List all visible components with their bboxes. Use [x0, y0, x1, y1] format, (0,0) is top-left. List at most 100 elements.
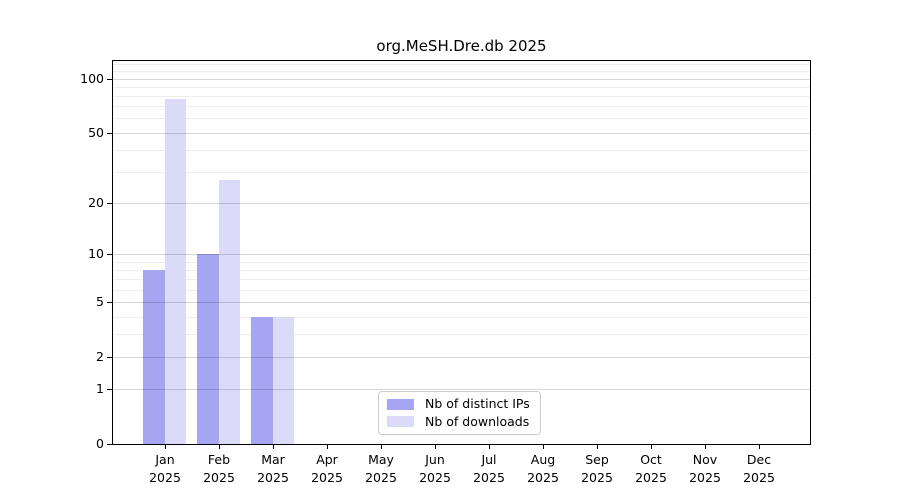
month-label: Sep: [585, 452, 609, 467]
year-label: 2025: [689, 469, 721, 485]
y-tick-100: [107, 79, 112, 80]
x-tick-label-sep: Sep 2025: [567, 451, 627, 486]
year-label: 2025: [149, 469, 181, 485]
month-label: Oct: [640, 452, 662, 467]
x-tick-sep: [597, 445, 598, 449]
y-tick-label-0: 0: [96, 436, 104, 451]
year-label: 2025: [311, 469, 343, 485]
y-tick-label-1: 1: [96, 381, 104, 396]
year-label: 2025: [257, 469, 289, 485]
x-tick-nov: [705, 445, 706, 449]
gridline-major-2: [113, 357, 810, 358]
year-label: 2025: [365, 469, 397, 485]
year-label: 2025: [419, 469, 451, 485]
legend-entry-downloads: Nb of downloads: [387, 413, 532, 429]
month-label: Apr: [316, 452, 338, 467]
x-tick-apr: [327, 445, 328, 449]
x-tick-label-jul: Jul 2025: [459, 451, 519, 486]
gridline-minor-7: [113, 279, 810, 281]
bar-mar-downloads: [272, 316, 294, 444]
y-tick-label-50: 50: [88, 125, 104, 140]
gridline-minor-60: [113, 118, 810, 120]
year-label: 2025: [581, 469, 613, 485]
legend-entry-distinct-ips: Nb of distinct IPs: [387, 397, 532, 411]
y-tick-10: [107, 254, 112, 255]
gridline-major-10: [113, 254, 810, 256]
x-tick-label-may: May 2025: [351, 451, 411, 486]
x-tick-label-jun: Jun 2025: [405, 451, 465, 486]
gridline-minor-8: [113, 270, 810, 271]
y-tick-0: [107, 444, 112, 445]
bar-mar-distinct-ips: [251, 316, 273, 444]
year-label: 2025: [635, 469, 667, 485]
gridline-minor-30: [113, 172, 810, 174]
y-tick-label-10: 10: [88, 246, 104, 261]
gridline-major-50: [113, 132, 810, 134]
y-tick-label-5: 5: [96, 294, 104, 309]
bar-jan-downloads: [164, 99, 186, 444]
year-label: 2025: [203, 469, 235, 485]
month-label: Mar: [261, 452, 285, 467]
x-tick-aug: [543, 445, 544, 449]
bar-feb-downloads: [218, 180, 240, 444]
gridline-major-5: [113, 302, 810, 304]
x-tick-mar: [273, 445, 274, 449]
gridline-minor-70: [113, 106, 810, 108]
x-tick-label-jan: Jan 2025: [135, 451, 195, 486]
plot-area: Nb of distinct IPs Nb of downloads: [112, 60, 811, 445]
x-tick-oct: [651, 445, 652, 449]
legend-label-distinct-ips: Nb of distinct IPs: [425, 396, 530, 412]
year-label: 2025: [473, 469, 505, 485]
x-tick-may: [381, 445, 382, 449]
x-tick-label-apr: Apr 2025: [297, 451, 357, 486]
y-tick-label-100: 100: [80, 71, 104, 86]
month-label: May: [368, 452, 394, 467]
y-tick-1: [107, 389, 112, 390]
x-tick-label-mar: Mar 2025: [243, 451, 303, 486]
y-tick-20: [107, 203, 112, 204]
x-tick-label-oct: Oct 2025: [621, 451, 681, 486]
y-tick-2: [107, 357, 112, 358]
month-label: Jun: [425, 452, 445, 467]
gridline-minor-6: [113, 289, 810, 291]
x-tick-jan: [165, 445, 166, 449]
month-label: Feb: [207, 452, 231, 467]
gridline-minor-120: [113, 64, 810, 66]
legend-swatch-downloads: [387, 416, 414, 428]
legend-label-downloads: Nb of downloads: [425, 413, 530, 429]
x-tick-feb: [219, 445, 220, 449]
chart-title: org.MeSH.Dre.db 2025: [376, 37, 547, 55]
bar-jan-distinct-ips: [143, 270, 165, 444]
x-tick-dec: [759, 445, 760, 449]
gridline-minor-3: [113, 334, 810, 336]
x-tick-jul: [489, 445, 490, 449]
x-tick-label-aug: Aug 2025: [513, 451, 573, 486]
year-label: 2025: [527, 469, 559, 485]
legend: Nb of distinct IPs Nb of downloads: [378, 391, 541, 435]
gridline-minor-80: [113, 96, 810, 97]
gridline-minor-110: [113, 71, 810, 72]
gridline-minor-40: [113, 149, 810, 151]
y-tick-label-20: 20: [88, 195, 104, 210]
gridline-minor-90: [113, 86, 810, 88]
x-tick-label-dec: Dec 2025: [729, 451, 789, 486]
y-tick-5: [107, 302, 112, 303]
year-label: 2025: [743, 469, 775, 485]
gridline-major-100: [113, 78, 810, 80]
y-tick-label-2: 2: [96, 349, 104, 364]
month-label: Dec: [746, 452, 772, 467]
x-tick-label-nov: Nov 2025: [675, 451, 735, 486]
gridline-minor-4: [113, 316, 810, 318]
gridline-major-20: [113, 202, 810, 204]
month-label: Nov: [692, 452, 718, 467]
gridline-major-1: [113, 389, 810, 391]
x-tick-label-feb: Feb 2025: [189, 451, 249, 486]
month-label: Aug: [530, 452, 556, 467]
bar-feb-distinct-ips: [197, 254, 219, 444]
y-tick-50: [107, 133, 112, 134]
month-label: Jan: [155, 452, 175, 467]
gridline-minor-9: [113, 261, 810, 263]
legend-swatch-distinct-ips: [387, 398, 414, 410]
x-tick-jun: [435, 445, 436, 449]
